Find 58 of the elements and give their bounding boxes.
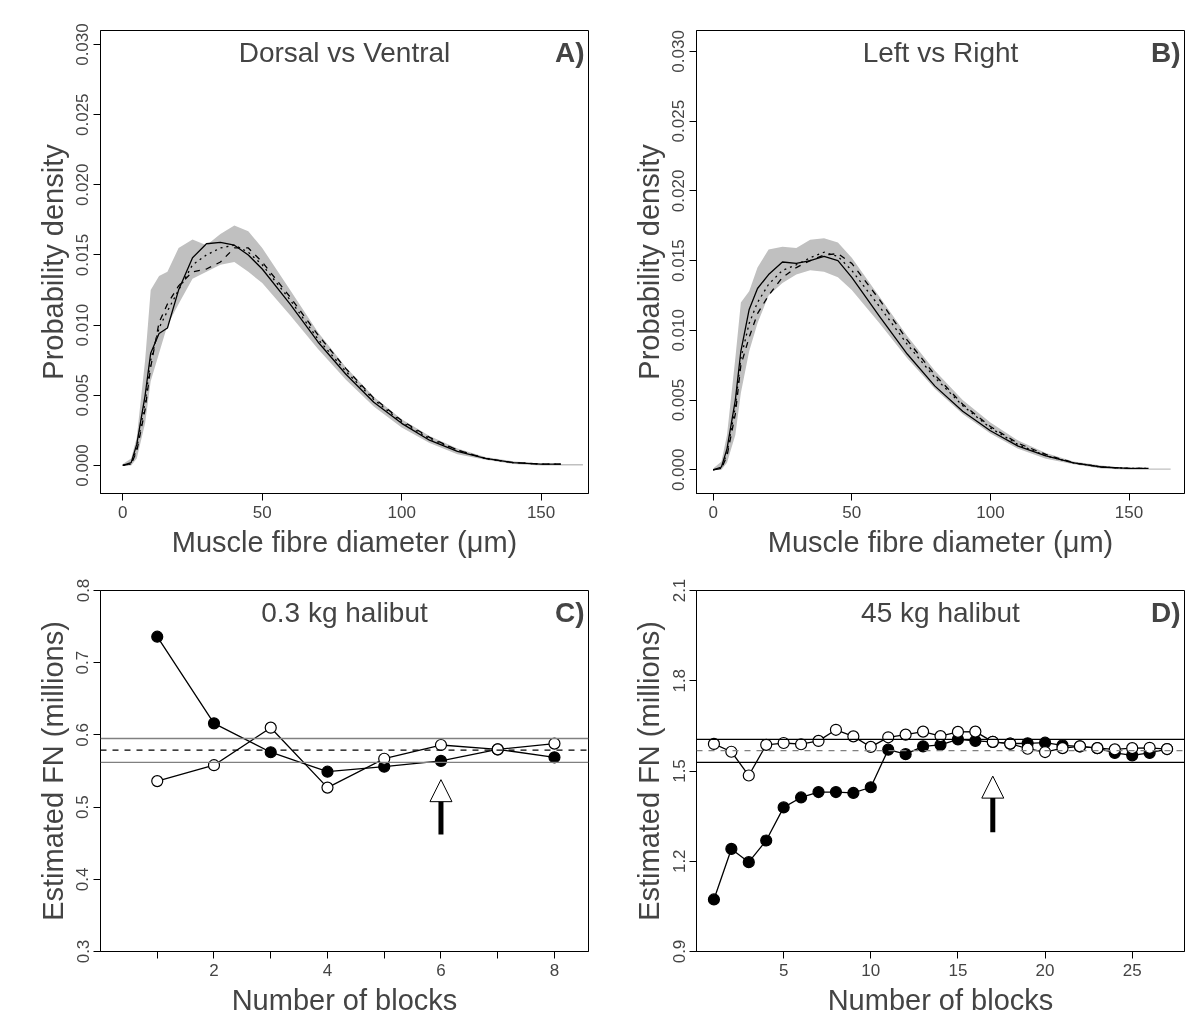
x-axis-title: Muscle fibre diameter (μm) [767, 525, 1114, 558]
y-tick-label: 0.000 [669, 448, 689, 492]
y-tick-label: 0.4 [73, 867, 93, 892]
y-tick-label: 0.5 [73, 795, 93, 819]
y-axis-title: Estimated FN (millions) [632, 621, 665, 921]
x-tick-label: 5 [778, 960, 789, 980]
x-axis-title: Muscle fibre diameter (μm) [171, 525, 518, 558]
x-tick-label: 0 [708, 502, 718, 522]
x-tick-label: 6 [436, 960, 446, 980]
y-tick-label: 0.015 [73, 233, 93, 277]
x-tick-label: 100 [976, 502, 1005, 522]
y-tick-label: 0.7 [73, 650, 93, 675]
y-tick-label: 0.005 [669, 378, 689, 422]
y-tick-label: 0.015 [669, 239, 689, 282]
chart-title: Dorsal vs Ventral [238, 36, 451, 68]
annotation: C) [554, 596, 585, 628]
y-tick-label: 0.030 [669, 30, 689, 73]
y-tick-label: 0.9 [669, 939, 689, 964]
x-tick-label: 0 [118, 502, 128, 522]
y-tick-label: 0.000 [73, 444, 93, 487]
y-axis-title: Estimated FN (millions) [36, 621, 69, 921]
chart-title: 0.3 kg halibut [261, 596, 428, 628]
y-tick-label: 0.005 [73, 374, 93, 417]
y-tick-label: 1.8 [669, 668, 689, 693]
annotation: A) [554, 36, 585, 68]
x-tick-label: 25 [1122, 960, 1142, 980]
chart-title: Left vs Right [862, 36, 1019, 68]
x-axis-title: Number of blocks [231, 983, 458, 1016]
y-tick-label: 0.025 [73, 93, 93, 136]
x-tick-label: 20 [1035, 960, 1055, 980]
x-tick-label: 50 [252, 502, 272, 522]
y-axis-title: Probability density [632, 143, 665, 380]
x-tick-label: 15 [948, 960, 968, 980]
x-tick-label: 10 [861, 960, 881, 980]
y-tick-label: 0.020 [669, 169, 689, 213]
x-tick-label: 2 [209, 960, 219, 980]
y-tick-label: 0.8 [73, 578, 93, 603]
x-tick-label: 8 [549, 960, 560, 980]
y-tick-label: 2.1 [669, 578, 689, 603]
annotation: D) [1150, 596, 1181, 628]
y-tick-label: 0.030 [73, 23, 93, 66]
y-tick-label: 0.010 [73, 303, 93, 347]
y-tick-label: 0.010 [669, 309, 689, 352]
x-tick-label: 4 [322, 960, 333, 980]
y-tick-label: 1.2 [669, 849, 689, 874]
x-tick-label: 50 [842, 502, 862, 522]
y-tick-label: 0.020 [73, 163, 93, 207]
y-tick-label: 0.6 [73, 723, 93, 747]
y-tick-label: 0.3 [73, 939, 93, 964]
annotation: B) [1150, 36, 1181, 68]
y-tick-label: 0.025 [669, 99, 689, 143]
x-tick-label: 150 [526, 502, 556, 522]
x-tick-label: 150 [1114, 502, 1144, 522]
x-axis-title: Number of blocks [827, 983, 1054, 1016]
y-tick-label: 1.5 [669, 759, 689, 783]
chart-title: 45 kg halibut [861, 596, 1021, 628]
y-axis-title: Probability density [36, 143, 69, 380]
x-tick-label: 100 [387, 502, 416, 522]
